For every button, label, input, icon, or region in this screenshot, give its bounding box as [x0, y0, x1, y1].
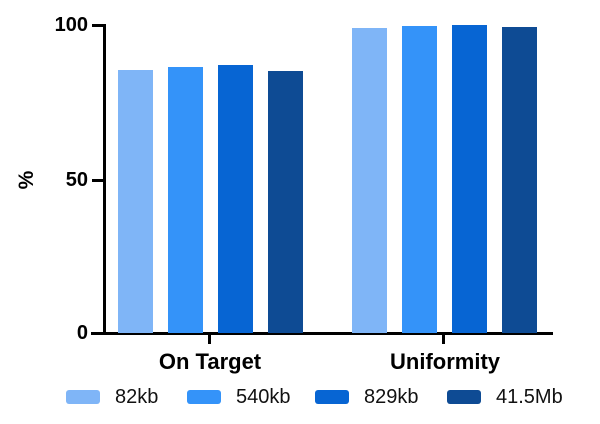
- legend-swatch-829kb: [315, 390, 349, 404]
- bar-uniformity-41.5mb: [502, 26, 537, 333]
- bar-on-target-82kb: [118, 69, 153, 333]
- x-category-label-on-target: On Target: [158, 349, 262, 374]
- bar-uniformity-829kb: [452, 25, 487, 333]
- legend-item-82kb: 82kb: [66, 385, 158, 409]
- x-axis-line: [91, 332, 553, 335]
- bar-uniformity-540kb: [402, 25, 437, 333]
- bar-on-target-41.5mb: [268, 70, 303, 333]
- legend-label-41-5mb: 41.5Mb: [496, 386, 563, 408]
- y-tick-label-50: 50: [65, 169, 88, 191]
- legend-swatch-41-5mb: [447, 390, 481, 404]
- y-axis-line: [103, 24, 106, 335]
- legend-item-829kb: 829kb: [315, 385, 419, 409]
- x-tick-mark-uniformity: [442, 334, 445, 344]
- legend-swatch-82kb: [66, 390, 100, 404]
- x-category-label-uniformity: Uniformity: [390, 349, 500, 374]
- y-tick-label-100: 100: [54, 14, 88, 36]
- legend-item-540kb: 540kb: [187, 385, 291, 409]
- legend-label-540kb: 540kb: [236, 386, 291, 408]
- legend-swatch-540kb: [187, 390, 221, 404]
- bar-on-target-540kb: [168, 67, 203, 333]
- legend-label-829kb: 829kb: [364, 386, 419, 408]
- legend-item-41-5mb: 41.5Mb: [447, 385, 563, 409]
- legend-label-82kb: 82kb: [115, 386, 159, 408]
- x-tick-mark-on-target: [208, 334, 211, 344]
- y-tick-label-0: 0: [76, 322, 88, 344]
- y-axis-title: %: [15, 170, 38, 190]
- bar-on-target-829kb: [218, 65, 253, 333]
- y-tick-mark-100: [92, 24, 104, 27]
- bar-uniformity-82kb: [352, 28, 387, 333]
- legend: 82kb 540kb 829kb 41.5Mb: [0, 385, 600, 411]
- y-tick-mark-50: [92, 179, 104, 182]
